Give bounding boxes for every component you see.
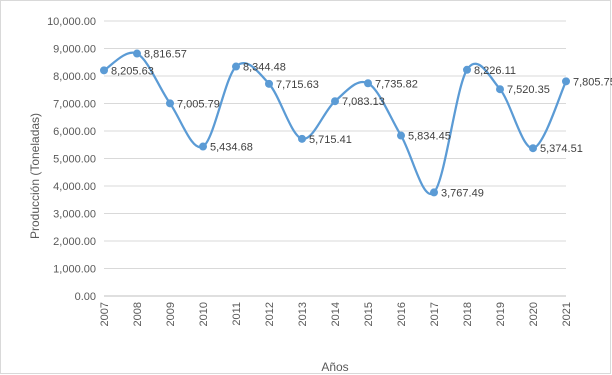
data-label: 7,735.82 xyxy=(375,78,418,90)
data-label: 3,767.49 xyxy=(441,187,484,199)
data-point xyxy=(265,79,273,88)
x-tick-label: 2021 xyxy=(561,302,573,326)
y-tick-label: 4,000.00 xyxy=(53,181,96,193)
data-label: 5,374.51 xyxy=(540,143,583,155)
y-tick-label: 9,000.00 xyxy=(53,44,96,56)
data-label: 5,715.41 xyxy=(309,134,352,146)
data-label: 7,520.35 xyxy=(507,84,550,96)
x-tick-label: 2014 xyxy=(330,302,342,326)
y-tick-label: 10,000.00 xyxy=(47,16,96,28)
y-tick-label: 0.00 xyxy=(75,291,96,303)
data-label: 8,205.63 xyxy=(111,65,154,77)
x-tick-label: 2016 xyxy=(396,302,408,326)
data-labels: 8,205.63 8,816.57 7,005.79 5,434.68 8,344.48… xyxy=(111,49,612,200)
y-tick-label: 1,000.00 xyxy=(53,264,96,276)
data-label: 5,434.68 xyxy=(210,142,253,154)
x-tick-label: 2007 xyxy=(99,302,111,326)
gridlines xyxy=(104,20,566,269)
series-line xyxy=(103,51,568,196)
data-point xyxy=(166,99,174,108)
data-label: 7,005.79 xyxy=(177,98,220,110)
data-label: 7,083.13 xyxy=(342,96,385,108)
data-point xyxy=(100,66,108,75)
y-tick-label: 5,000.00 xyxy=(53,154,96,166)
data-label: 8,344.48 xyxy=(243,62,286,74)
data-label: 5,834.45 xyxy=(408,131,451,143)
data-point xyxy=(562,77,570,86)
x-axis-tick-labels: 2007 2008 2009 2010 2011 2012 2013 2014 2015 2016… xyxy=(99,302,573,326)
x-tick-label: 2020 xyxy=(528,302,540,326)
x-tick-label: 2018 xyxy=(462,302,474,326)
x-tick-label: 2012 xyxy=(264,302,276,326)
y-axis-tick-labels: 0.00 1,000.00 2,000.00 3,000.00 4,000.00 5,00… xyxy=(47,16,96,303)
x-tick-label: 2015 xyxy=(363,302,375,326)
x-tick-label: 2009 xyxy=(165,302,177,326)
x-tick-label: 2017 xyxy=(429,302,441,326)
y-tick-label: 6,000.00 xyxy=(53,126,96,138)
x-tick-label: 2008 xyxy=(132,302,144,326)
x-tick-label: 2011 xyxy=(231,302,243,326)
data-label: 7,805.75 xyxy=(573,76,612,88)
data-point xyxy=(331,97,339,106)
data-point xyxy=(298,134,306,143)
data-point xyxy=(529,144,537,153)
data-label: 7,715.63 xyxy=(276,79,319,91)
data-point xyxy=(133,49,141,58)
y-tick-label: 7,000.00 xyxy=(53,99,96,111)
data-point xyxy=(232,62,240,71)
x-tick-label: 2010 xyxy=(198,302,210,326)
y-tick-label: 2,000.00 xyxy=(53,236,96,248)
data-point xyxy=(463,65,471,74)
data-label: 8,226.11 xyxy=(474,65,516,77)
data-label: 8,816.57 xyxy=(144,49,187,61)
data-points xyxy=(100,49,570,197)
x-tick-label: 2019 xyxy=(495,302,507,326)
data-point xyxy=(364,79,372,88)
data-point xyxy=(496,85,504,94)
x-tick-label: 2013 xyxy=(297,302,309,326)
x-axis-title: Años xyxy=(321,360,348,374)
y-tick-label: 3,000.00 xyxy=(53,209,96,221)
y-tick-label: 8,000.00 xyxy=(53,71,96,83)
y-axis-title: Producción (Toneladas) xyxy=(28,113,42,239)
data-point xyxy=(397,131,405,140)
data-point xyxy=(199,142,207,151)
data-point xyxy=(430,188,438,197)
